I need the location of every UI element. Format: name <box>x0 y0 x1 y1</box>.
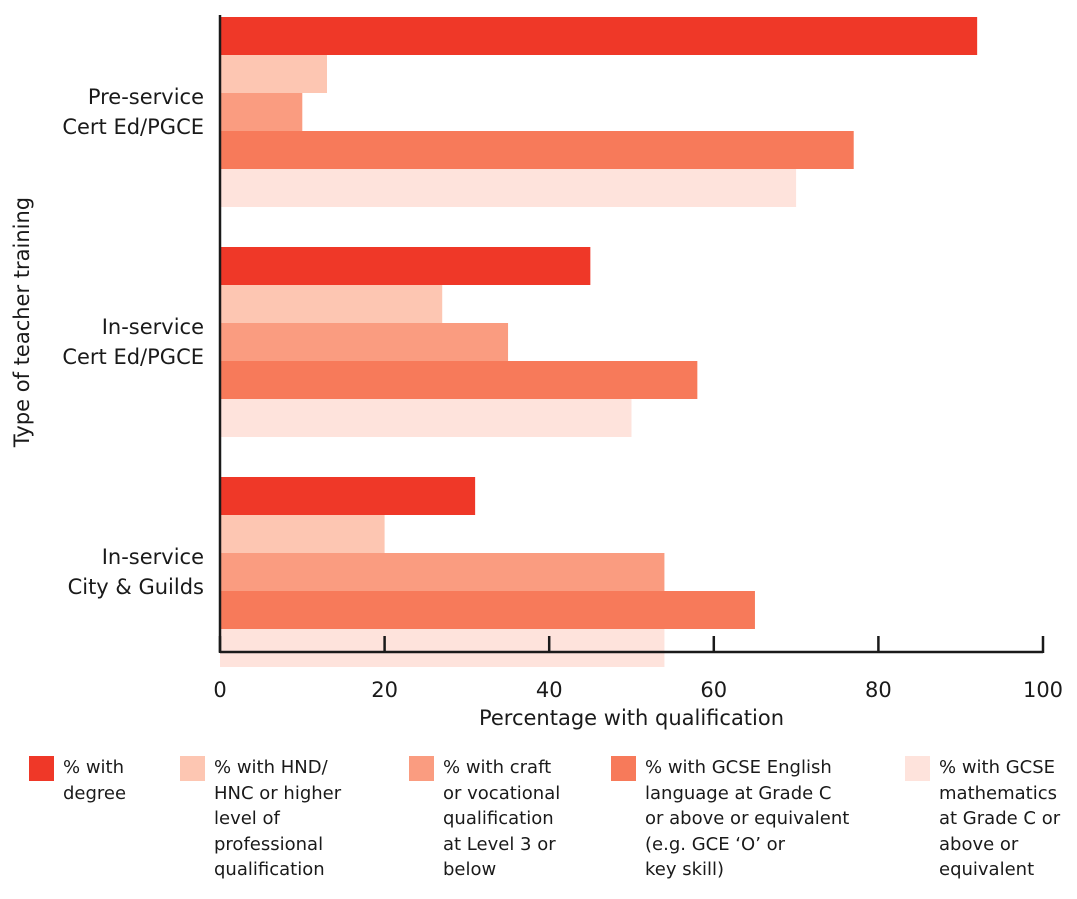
legend-swatch <box>409 756 434 781</box>
legend-label: % with degree <box>63 757 127 804</box>
x-tick-label-20: 20 <box>371 678 398 702</box>
bar-series-2-category-3 <box>220 515 385 553</box>
x-tick-label-80: 80 <box>865 678 892 702</box>
bar-series-1-category-2 <box>220 247 591 285</box>
bar-series-2-category-1 <box>220 55 327 93</box>
x-tick-label-40: 40 <box>536 678 563 702</box>
bar-series-4-category-3 <box>220 591 755 629</box>
bar-series-1-category-3 <box>220 477 476 515</box>
legend-swatch <box>905 756 930 781</box>
category-label-1: Pre-service Cert Ed/PGCE <box>62 85 204 139</box>
x-tick-label-60: 60 <box>700 678 727 702</box>
bar-series-3-category-3 <box>220 553 665 591</box>
legend-label: % with GCSE mathematics at Grade C or above… <box>939 757 1061 880</box>
bars-group <box>220 17 978 667</box>
bar-series-5-category-1 <box>220 169 797 207</box>
legend-label: % with HND/HNC or higher level of professi… <box>214 757 342 880</box>
category-label-3: In-service City & Guilds <box>67 545 204 599</box>
legend-label: % with craft or vocational qualification at… <box>443 757 561 880</box>
axes-group: 0 20 40 60 80 100 <box>213 15 1063 702</box>
bar-series-1-category-1 <box>220 17 978 55</box>
legend-swatch <box>611 756 636 781</box>
bar-series-5-category-3 <box>220 629 665 667</box>
legend-swatch <box>180 756 205 781</box>
x-axis-title: Percentage with qualification <box>478 706 785 730</box>
bar-series-4-category-1 <box>220 131 854 169</box>
x-tick-label-0: 0 <box>213 678 226 702</box>
bar-series-3-category-1 <box>220 93 303 131</box>
bar-series-4-category-2 <box>220 361 698 399</box>
bar-series-5-category-2 <box>220 399 632 437</box>
legend-swatch <box>29 756 54 781</box>
x-tick-label-100: 100 <box>1023 678 1063 702</box>
category-label-2: In-service Cert Ed/PGCE <box>62 315 204 369</box>
bar-series-3-category-2 <box>220 323 509 361</box>
bar-series-2-category-2 <box>220 285 443 323</box>
y-axis-title: Type of teacher training <box>10 196 34 448</box>
